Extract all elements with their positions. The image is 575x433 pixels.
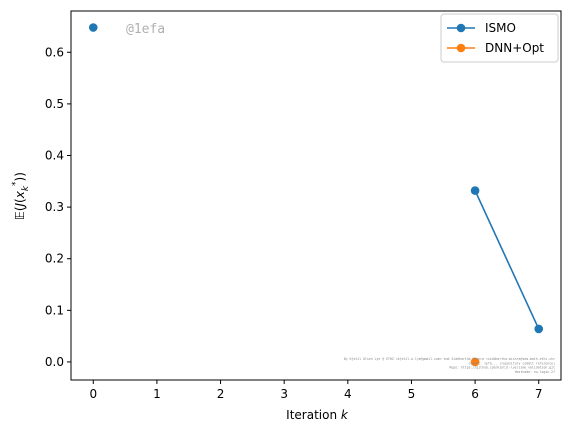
plot-area	[70, 10, 562, 381]
ismo-point	[470, 186, 480, 195]
legend-dnn-opt-marker	[456, 43, 466, 53]
y-axis: 0.0 0.1 0.2 0.3 0.4 0.5 0.6	[45, 45, 71, 369]
x-axis: 0 1 2 3 4 5 6 7	[89, 380, 543, 401]
dnn-opt-point	[470, 357, 480, 367]
x-tick-label: 4	[344, 387, 352, 401]
x-tick-label: 1	[153, 387, 161, 401]
x-axis-label: Iteration k	[286, 408, 349, 422]
ismo-point	[88, 23, 98, 32]
watermark-text: @1efa	[126, 22, 165, 37]
footnote-line: Repo: https://github.com/kjetil-lye/ismo…	[449, 366, 555, 370]
ismo-point	[534, 324, 544, 334]
y-tick-label: 0.6	[45, 45, 64, 59]
x-tick-label: 0	[89, 387, 97, 401]
footnote-line: Hostname: eu-login-27	[515, 370, 555, 374]
legend-dnn-opt-label: DNN+Opt	[485, 41, 544, 55]
y-tick-label: 0.4	[45, 149, 64, 163]
plot-frame	[70, 10, 562, 381]
ismo-line	[474, 190, 540, 330]
x-tick-label: 7	[535, 387, 543, 401]
y-tick-label: 0.3	[45, 200, 64, 214]
y-tick-label: 0.5	[45, 97, 64, 111]
footnote-text-block: By Kjetil Olsen Lye @ ETHZ <kjetil.o.lye…	[344, 357, 555, 374]
y-tick-label: 0.1	[45, 303, 64, 317]
x-tick-label: 6	[471, 387, 479, 401]
x-tick-label: 5	[408, 387, 416, 401]
legend-ismo-marker	[456, 23, 466, 33]
footnote-line: Commit: 1efa... (repository commit refer…	[469, 361, 555, 365]
legend-box	[440, 13, 559, 63]
x-tick-label: 2	[217, 387, 225, 401]
legend-ismo-label: ISMO	[485, 21, 516, 35]
series-layer	[88, 23, 544, 367]
legend: ISMO DNN+Opt	[440, 13, 559, 63]
footnote-line: By Kjetil Olsen Lye @ ETHZ <kjetil.o.lye…	[344, 357, 555, 361]
y-tick-label: 0.0	[45, 355, 64, 369]
y-tick-label: 0.2	[45, 252, 64, 266]
x-tick-label: 3	[280, 387, 288, 401]
